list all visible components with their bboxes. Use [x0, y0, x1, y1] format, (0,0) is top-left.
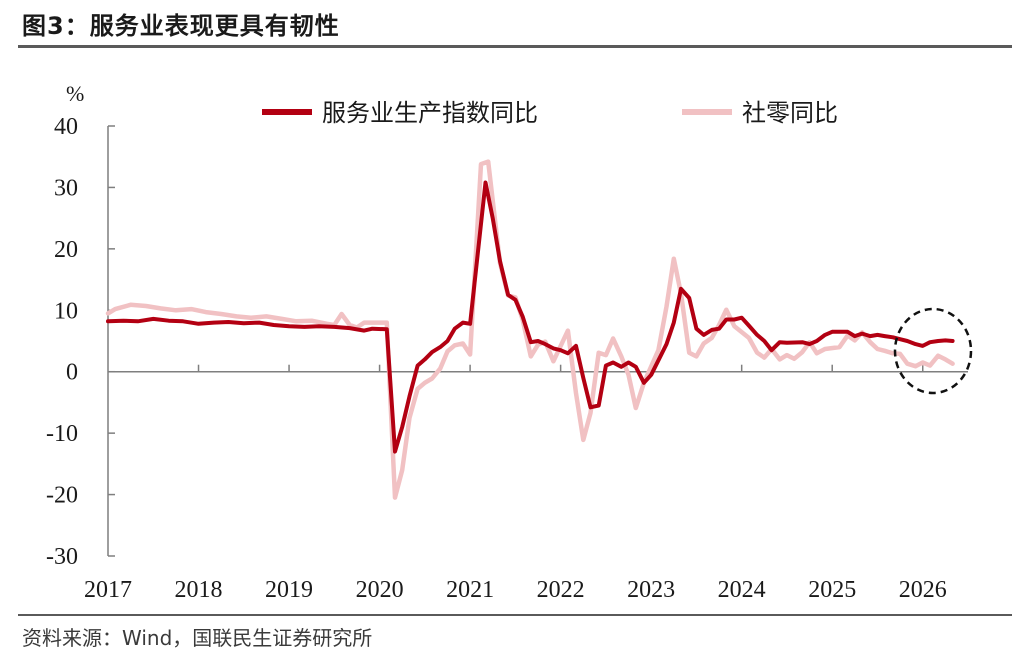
y-tick-label: 30	[54, 175, 78, 201]
y-tick-label: -20	[46, 483, 78, 509]
footer-divider	[18, 614, 1012, 616]
y-tick-label: 0	[66, 360, 78, 386]
x-tick-label: 2017	[84, 577, 132, 603]
x-tick-label: 2024	[718, 577, 766, 603]
x-tick-label: 2022	[537, 577, 585, 603]
y-tick-label: 40	[54, 114, 78, 140]
series-layer	[105, 159, 955, 500]
source-note: 资料来源：Wind，国联民生证券研究所	[22, 626, 373, 650]
highlight-circle	[893, 307, 973, 395]
legend: 服务业生产指数同比 社零同比	[262, 99, 838, 127]
y-tick-label: -30	[46, 544, 78, 570]
y-tick-label: -10	[46, 421, 78, 447]
series-line-retail	[105, 159, 955, 500]
x-tick-label: 2021	[446, 577, 494, 603]
series-line-services	[106, 180, 955, 454]
x-tick-label: 2019	[265, 577, 313, 603]
figure-title: 图3：服务业表现更具有韧性	[22, 12, 340, 40]
y-tick-label: 10	[54, 298, 78, 324]
y-tick-label: 20	[54, 237, 78, 263]
x-tick-label: 2026	[899, 577, 947, 603]
legend-item-services-label: 服务业生产指数同比	[322, 99, 538, 127]
x-tick-label: 2025	[808, 577, 856, 603]
legend-item-retail-label: 社零同比	[742, 99, 838, 127]
y-unit-label: %	[66, 81, 84, 106]
title-divider	[18, 45, 1012, 48]
annotation-layer	[893, 307, 973, 395]
x-tick-label: 2023	[627, 577, 675, 603]
x-tick-label: 2018	[175, 577, 223, 603]
x-tick-label: 2020	[356, 577, 404, 603]
